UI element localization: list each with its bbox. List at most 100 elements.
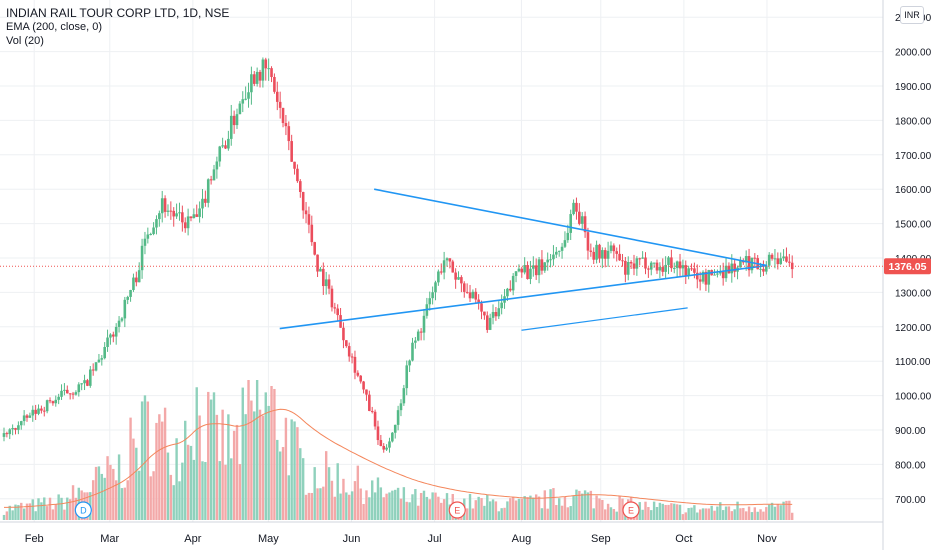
candle-body xyxy=(74,392,78,395)
y-tick-label: 1100.00 xyxy=(895,357,931,368)
volume-indicator-label[interactable]: Vol (20) xyxy=(6,35,44,47)
volume-bar xyxy=(333,496,337,520)
volume-bar xyxy=(442,499,446,520)
candle-body xyxy=(296,168,299,182)
volume-bar xyxy=(511,496,515,520)
x-tick-label: Feb xyxy=(25,533,44,545)
volume-bar xyxy=(25,503,29,520)
y-tick-label: 1000.00 xyxy=(895,392,932,403)
volume-bar xyxy=(287,475,290,520)
volume-bar xyxy=(189,445,193,520)
candle-body xyxy=(114,326,118,337)
candle-body xyxy=(301,191,305,211)
candle-body xyxy=(34,409,37,414)
volume-bar xyxy=(753,507,757,520)
volume-bar xyxy=(756,511,759,520)
volume-bar xyxy=(575,489,578,520)
currency-button[interactable]: INR xyxy=(900,6,924,24)
candle-body xyxy=(658,267,662,271)
candle-body xyxy=(603,250,607,259)
volume-bar xyxy=(322,486,325,520)
volume-bar xyxy=(51,509,55,520)
candle-body xyxy=(569,214,573,233)
volume-bar xyxy=(304,494,308,520)
ema-indicator-label[interactable]: EMA (200, close, 0) xyxy=(6,21,102,33)
candle-body xyxy=(480,303,483,312)
volume-bar xyxy=(68,499,72,520)
volume-bar xyxy=(396,487,400,520)
symbol-title[interactable]: INDIAN RAIL TOUR CORP LTD, 1D, NSE xyxy=(6,6,230,20)
volume-bar xyxy=(693,505,696,520)
volume-bar xyxy=(221,409,224,520)
volume-bar xyxy=(647,507,650,520)
volume-bar xyxy=(566,507,570,520)
candle-body xyxy=(17,425,20,430)
candle-body xyxy=(520,268,524,273)
candle-body xyxy=(129,289,132,297)
candle-body xyxy=(275,91,279,102)
candle-body xyxy=(788,261,791,263)
candle-body xyxy=(491,312,495,318)
volume-bar xyxy=(578,490,581,520)
candle-body xyxy=(313,242,316,255)
candle-body xyxy=(94,362,98,371)
candle-body xyxy=(664,264,667,272)
volume-bar xyxy=(569,506,572,520)
candle-body xyxy=(733,263,736,272)
candle-body xyxy=(460,277,463,284)
candle-body xyxy=(261,59,265,81)
candle-body xyxy=(149,233,153,235)
volume-bar xyxy=(606,503,610,520)
volume-bar xyxy=(399,498,403,520)
volume-bar xyxy=(557,498,561,520)
candle-body xyxy=(319,268,322,272)
candle-body xyxy=(227,138,230,149)
volume-bar xyxy=(445,493,449,520)
candle-body xyxy=(68,393,72,395)
candle-body xyxy=(716,273,719,275)
volume-bar xyxy=(2,514,6,520)
volume-bar xyxy=(773,506,777,520)
volume-bar xyxy=(353,481,357,520)
candle-body xyxy=(152,227,155,234)
event-marker-label: D xyxy=(80,506,87,516)
volume-bar xyxy=(609,507,613,520)
candle-body xyxy=(8,429,12,435)
volume-bar xyxy=(198,415,201,520)
volume-bar xyxy=(425,496,429,520)
volume-bar xyxy=(14,504,17,520)
x-tick-label: Jun xyxy=(343,533,361,545)
candle-body xyxy=(169,210,173,212)
candle-body xyxy=(641,257,644,259)
candle-body xyxy=(241,99,245,104)
candle-body xyxy=(350,356,354,358)
candle-body xyxy=(198,208,201,217)
candle-body xyxy=(270,68,273,78)
volume-bar xyxy=(359,488,362,520)
candle-body xyxy=(678,261,682,269)
candle-body xyxy=(566,232,570,241)
candle-body xyxy=(189,216,193,219)
volume-bar xyxy=(238,464,242,520)
candle-body xyxy=(765,265,768,272)
volume-bar xyxy=(563,496,567,520)
volume-bar xyxy=(296,427,299,520)
volume-bar xyxy=(739,508,742,520)
volume-bar xyxy=(181,462,184,520)
volume-bar xyxy=(612,509,616,520)
volume-bar xyxy=(670,503,673,520)
candle-body xyxy=(382,446,386,450)
volume-bar xyxy=(126,480,129,520)
volume-ma-line xyxy=(4,408,793,508)
candle-body xyxy=(307,214,311,225)
y-tick-label: 1500.00 xyxy=(895,220,932,231)
candle-body xyxy=(192,214,196,219)
volume-bar xyxy=(468,493,472,520)
volume-bar xyxy=(207,391,210,520)
candle-body xyxy=(598,244,601,259)
candle-body xyxy=(327,279,331,289)
candle-body xyxy=(100,358,104,360)
volume-bar xyxy=(684,512,687,520)
volume-bar xyxy=(186,444,190,520)
